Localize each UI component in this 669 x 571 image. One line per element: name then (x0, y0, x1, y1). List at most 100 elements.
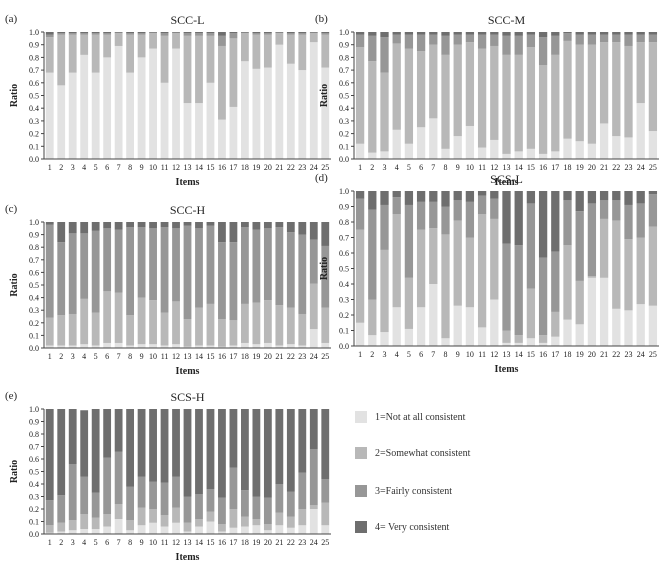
panel5-bar-22-level4 (286, 409, 295, 492)
panel2-bar-5-level4 (404, 32, 414, 35)
panel3-bar-10-level1 (149, 344, 157, 348)
panel2-bar-20-level4 (587, 32, 597, 35)
panel4-ytick-label-0.8: 0.8 (339, 218, 349, 227)
panel5-bar-13-level4 (183, 409, 192, 497)
panel3-bar-5-level4 (91, 222, 100, 231)
panel1-xtick-label-10: 10 (149, 163, 157, 172)
panel4-bar-19-level3 (575, 211, 584, 281)
panel4-bar-7-level3 (429, 201, 438, 229)
panel5-bar-7-level3 (114, 451, 123, 504)
panel4-bar-11-level3 (477, 195, 487, 215)
panel3-bar-24-level4 (309, 222, 318, 240)
panel5-bar-10-level3 (149, 481, 157, 509)
panel3-bar-2-level1 (57, 345, 66, 348)
panel5-panel-label: (e) (5, 390, 18, 402)
panel4-bar-9-level4 (453, 191, 462, 201)
panel1-ytick-label-0.4: 0.4 (29, 104, 39, 113)
panel5-bar-9-level3 (137, 476, 146, 508)
panel1-bar-11-level4 (160, 32, 169, 34)
panel1-bar-20-level3 (263, 33, 272, 35)
panel2-bar-25-level3 (648, 34, 658, 43)
panel5-bar-19-level1 (252, 525, 261, 534)
panel4-xtick-label-16: 16 (539, 350, 547, 359)
panel2-bar-11-level3 (477, 34, 487, 49)
panel2-bar-1-level3 (355, 34, 365, 48)
panel3-xtick-label-8: 8 (128, 352, 132, 361)
panel5-bar-23-level4 (298, 409, 307, 473)
panel4-bar-10-level3 (465, 201, 475, 238)
panel3-bar-4-level3 (80, 233, 89, 299)
panel1-bar-5-level4 (91, 32, 100, 34)
panel1-bar-25-level2 (321, 34, 330, 68)
panel3-bar-23-level4 (298, 222, 307, 235)
panel1-xtick-label-3: 3 (71, 163, 75, 172)
panel2-xtick-label-19: 19 (576, 163, 584, 172)
panel1-ytick-label-1.0: 1.0 (29, 28, 39, 37)
panel3-bar-5-level2 (91, 312, 100, 346)
panel4-ytick-label-0.9: 0.9 (339, 203, 349, 212)
panel3-bar-13-level3 (183, 225, 192, 320)
panel5-bar-25-level3 (321, 479, 330, 503)
panel1-bar-10-level2 (149, 33, 157, 49)
panel5-xlabel: Items (176, 552, 200, 563)
panel4-bar-25-level1 (648, 305, 658, 346)
panel5-bar-2-level1 (57, 531, 66, 534)
panel3-bar-25-level3 (321, 245, 330, 308)
panel2-bar-5-level1 (404, 143, 414, 159)
panel2-xtick-label-7: 7 (431, 163, 435, 172)
panel5-bar-20-level1 (263, 530, 272, 534)
panel3-bar-13-level2 (183, 319, 192, 347)
panel2-bar-21-level2 (599, 42, 609, 124)
panel5-bar-9-level2 (137, 507, 146, 526)
panel1-bar-9-level2 (137, 34, 146, 58)
panel2-bar-24-level3 (636, 34, 645, 43)
panel5-bar-4-level3 (80, 476, 89, 514)
panel4-bar-6-level4 (416, 191, 426, 202)
panel1-ytick-label-0.9: 0.9 (29, 41, 39, 50)
panel2-bar-4-level4 (392, 32, 401, 35)
panel1-bar-17-level2 (229, 38, 238, 107)
panel5-ytick-label-0.2: 0.2 (29, 505, 39, 514)
panel2-bar-12-level4 (490, 32, 499, 35)
panel4-xtick-label-6: 6 (419, 350, 423, 359)
panel2-bar-11-level2 (477, 48, 487, 148)
panel2-bar-16-level1 (538, 153, 548, 159)
panel2-bar-3-level4 (380, 32, 389, 38)
panel1-bar-1-level2 (45, 37, 54, 73)
panel3-bar-14-level4 (195, 222, 203, 229)
panel2-ytick-label-0.6: 0.6 (339, 79, 349, 88)
panel5-bar-10-level1 (149, 522, 157, 534)
panel3-bar-4-level1 (80, 344, 89, 348)
panel4-bar-18-level2 (563, 245, 572, 320)
panel3-ytick-label-0.8: 0.8 (29, 243, 39, 252)
panel5-bar-23-level2 (298, 509, 307, 526)
panel3-bar-2-level2 (57, 315, 66, 346)
panel3-bar-2-level3 (57, 242, 66, 316)
panel2-ytick-label-0.4: 0.4 (339, 104, 349, 113)
panel2-bar-13-level4 (502, 32, 511, 36)
panel5-xtick-label-16: 16 (218, 538, 226, 547)
panel3-bar-18-level3 (241, 227, 249, 304)
panel4-bar-13-level2 (502, 330, 511, 343)
panel5-ytick-label-0.6: 0.6 (29, 455, 39, 464)
panel1-bar-3-level3 (68, 33, 77, 35)
panel4-bar-6-level1 (416, 307, 426, 346)
panel4-bar-15-level3 (526, 203, 536, 289)
panel1-bar-22-level3 (286, 33, 295, 35)
panel3-bar-6-level4 (103, 222, 112, 229)
panel1-bar-5-level1 (91, 72, 100, 159)
panel1-bar-18-level3 (241, 32, 249, 34)
panel1-bar-24-level1 (309, 42, 318, 159)
panel3-bar-9-level3 (137, 227, 146, 298)
panel1-bar-6-level1 (103, 57, 112, 159)
panel5-bar-14-level2 (195, 519, 203, 527)
panel3-bar-25-level2 (321, 307, 330, 343)
panel4-ytick-label-0.4: 0.4 (339, 280, 349, 289)
panel4-bar-14-level1 (514, 342, 523, 346)
panel4-bar-2-level3 (368, 209, 377, 300)
panel3-bar-10-level4 (149, 222, 157, 229)
panel2-bar-25-level1 (648, 131, 658, 159)
panel3-bar-6-level3 (103, 228, 112, 292)
panel1-bar-15-level1 (206, 82, 215, 159)
panel2-bar-12-level1 (490, 139, 499, 159)
